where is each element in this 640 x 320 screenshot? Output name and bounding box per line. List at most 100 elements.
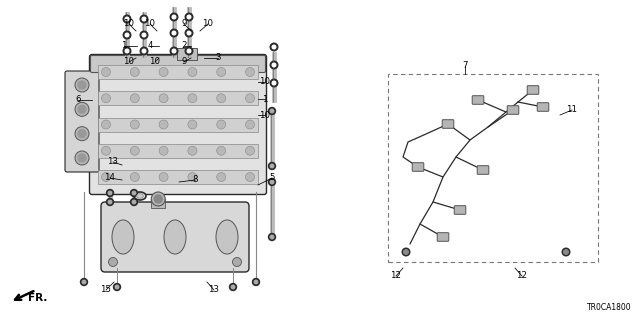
Circle shape	[269, 179, 275, 186]
Bar	[151, 199, 165, 208]
Circle shape	[270, 43, 278, 51]
Circle shape	[188, 68, 197, 76]
Circle shape	[404, 250, 408, 254]
Circle shape	[81, 278, 88, 285]
Circle shape	[159, 120, 168, 129]
Circle shape	[115, 285, 119, 289]
Circle shape	[170, 29, 178, 37]
Circle shape	[102, 146, 111, 155]
Circle shape	[185, 47, 193, 55]
FancyBboxPatch shape	[437, 233, 449, 241]
Circle shape	[131, 94, 140, 103]
Circle shape	[254, 280, 258, 284]
Text: 10: 10	[259, 77, 271, 86]
Circle shape	[253, 278, 259, 285]
Circle shape	[132, 200, 136, 204]
Circle shape	[246, 120, 255, 129]
Bar	[98, 144, 258, 158]
Circle shape	[78, 105, 86, 113]
Circle shape	[188, 120, 197, 129]
Circle shape	[217, 68, 226, 76]
Circle shape	[151, 192, 165, 206]
Circle shape	[185, 13, 193, 21]
Circle shape	[113, 284, 120, 291]
Bar	[270, 111, 274, 166]
FancyBboxPatch shape	[527, 86, 539, 94]
Circle shape	[78, 81, 86, 89]
FancyBboxPatch shape	[477, 166, 489, 174]
Circle shape	[188, 146, 197, 155]
Circle shape	[270, 79, 278, 87]
Text: 9: 9	[181, 58, 187, 67]
FancyBboxPatch shape	[454, 206, 466, 214]
Bar	[98, 170, 258, 184]
Circle shape	[172, 49, 176, 53]
Bar	[98, 65, 258, 79]
Circle shape	[188, 172, 197, 181]
Circle shape	[217, 172, 226, 181]
Circle shape	[170, 13, 178, 21]
Circle shape	[187, 15, 191, 19]
Circle shape	[270, 61, 278, 69]
Circle shape	[564, 250, 568, 254]
Circle shape	[83, 280, 86, 284]
Circle shape	[172, 15, 176, 19]
Text: 13: 13	[108, 157, 118, 166]
Text: 6: 6	[76, 95, 81, 105]
Bar	[108, 192, 112, 202]
Bar	[172, 7, 177, 57]
Circle shape	[159, 172, 168, 181]
Bar	[98, 117, 258, 132]
Bar	[271, 52, 276, 102]
Circle shape	[270, 164, 274, 168]
Ellipse shape	[137, 194, 143, 198]
Text: 12: 12	[516, 271, 527, 281]
Circle shape	[131, 120, 140, 129]
Circle shape	[269, 108, 275, 115]
Circle shape	[187, 31, 191, 35]
Bar	[187, 7, 191, 57]
Circle shape	[159, 68, 168, 76]
Circle shape	[230, 284, 237, 291]
Bar	[98, 91, 258, 105]
Circle shape	[170, 47, 178, 55]
Circle shape	[131, 189, 138, 196]
Circle shape	[246, 68, 255, 76]
Ellipse shape	[112, 220, 134, 254]
Circle shape	[140, 31, 148, 39]
Circle shape	[217, 120, 226, 129]
Text: 5: 5	[269, 173, 275, 182]
FancyBboxPatch shape	[90, 55, 266, 73]
FancyBboxPatch shape	[507, 106, 519, 114]
FancyBboxPatch shape	[101, 202, 249, 272]
FancyBboxPatch shape	[537, 103, 548, 111]
Circle shape	[75, 102, 89, 116]
Text: 10: 10	[124, 58, 134, 67]
Bar	[270, 182, 274, 237]
Bar	[132, 192, 136, 202]
Text: 12: 12	[390, 271, 401, 281]
Circle shape	[75, 78, 89, 92]
Circle shape	[217, 146, 226, 155]
Text: 10: 10	[145, 20, 156, 28]
Circle shape	[131, 198, 138, 205]
Text: 10: 10	[202, 20, 214, 28]
Text: 10: 10	[259, 110, 271, 119]
FancyBboxPatch shape	[442, 120, 454, 128]
Circle shape	[78, 154, 86, 162]
Circle shape	[269, 234, 275, 241]
Circle shape	[140, 47, 148, 55]
Bar	[388, 74, 598, 262]
Text: 13: 13	[209, 285, 220, 294]
Text: 7: 7	[462, 61, 468, 70]
Circle shape	[172, 31, 176, 35]
Circle shape	[272, 81, 276, 85]
Circle shape	[159, 94, 168, 103]
Circle shape	[131, 172, 140, 181]
Text: 3: 3	[215, 53, 221, 62]
Text: 4: 4	[147, 42, 153, 51]
Circle shape	[123, 15, 131, 23]
Circle shape	[106, 198, 113, 205]
Circle shape	[102, 94, 111, 103]
Text: TR0CA1800: TR0CA1800	[588, 303, 632, 312]
